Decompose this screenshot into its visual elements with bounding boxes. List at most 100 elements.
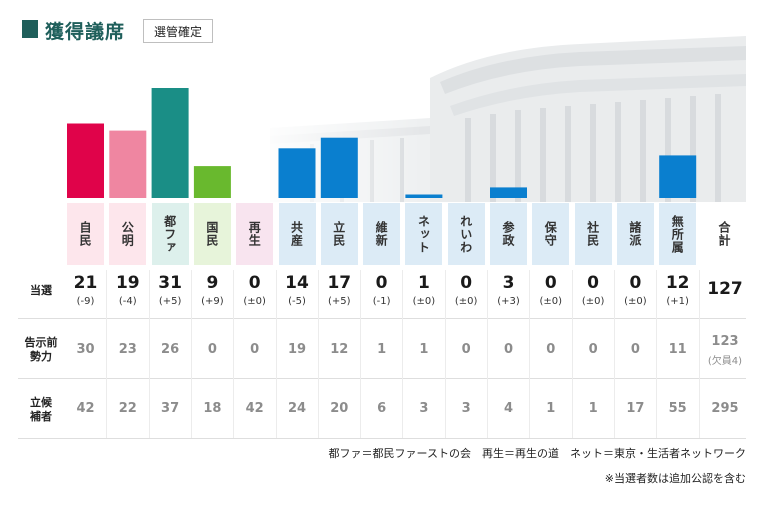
seat-count: 31 (158, 273, 182, 293)
seat-change: (±0) (454, 296, 478, 307)
status-badge: 選管確定 (143, 19, 213, 43)
total-header: 合計 (717, 221, 731, 247)
row-divider (18, 378, 746, 379)
seat-count: 3 (502, 273, 515, 293)
column-divider (233, 270, 235, 438)
seat-count: 0 (629, 273, 642, 293)
row-label-seats: 当選 (30, 284, 52, 297)
party-label: 維新 (363, 203, 401, 265)
bar-8 (405, 194, 443, 198)
previous-strength: 1 (377, 342, 387, 357)
bar-2 (151, 88, 189, 198)
previous-strength: 19 (287, 342, 307, 357)
candidate-count: 20 (330, 401, 349, 416)
page-title: 獲得議席 (45, 21, 126, 43)
candidate-count: 22 (118, 401, 137, 416)
bar-5 (278, 148, 316, 198)
column-divider (487, 270, 488, 438)
party-label: 参政 (490, 203, 527, 265)
candidate-count: 6 (377, 401, 387, 416)
total-previous: 123 (711, 334, 739, 349)
title-marker (22, 20, 38, 38)
column-divider (148, 270, 150, 438)
previous-strength: 0 (546, 342, 556, 357)
column-divider (529, 270, 531, 438)
total-previous-note: (欠員4) (707, 356, 743, 367)
candidate-count: 37 (161, 401, 180, 416)
previous-strength: 1 (419, 342, 429, 357)
seat-change: (+3) (497, 296, 520, 307)
seat-count: 17 (327, 273, 352, 293)
party-label: 無所属 (659, 203, 697, 265)
party-label: 共産 (278, 203, 316, 265)
column-divider (698, 270, 700, 438)
seat-change: (+5) (328, 296, 351, 307)
column-divider (571, 270, 573, 438)
bar-10 (490, 187, 527, 198)
previous-strength: 0 (588, 342, 598, 357)
party-label: 諸派 (616, 203, 654, 265)
row-divider (18, 318, 746, 319)
candidate-count: 42 (76, 401, 95, 416)
party-label: 立民 (320, 203, 358, 265)
column-divider (106, 270, 108, 438)
party-label: 公明 (109, 203, 147, 265)
candidate-count: 18 (203, 401, 222, 416)
column-divider (444, 270, 446, 438)
candidate-count: 55 (668, 401, 687, 416)
bar-1 (109, 130, 147, 198)
seat-change: (±0) (243, 296, 266, 307)
column-divider (656, 270, 658, 438)
previous-strength: 0 (503, 342, 514, 357)
seat-change: (-9) (76, 296, 95, 307)
previous-strength: 11 (668, 342, 687, 357)
seat-change: (±0) (581, 296, 605, 307)
seat-change: (±0) (412, 296, 436, 307)
seat-count: 21 (73, 273, 98, 293)
seat-count: 9 (206, 273, 219, 293)
column-divider (360, 270, 362, 438)
seat-count: 14 (285, 273, 309, 293)
party-label: 再生 (236, 203, 274, 265)
bar-14 (659, 155, 697, 198)
seat-change: (+5) (158, 296, 182, 307)
party-label: 国民 (193, 203, 231, 265)
seat-count: 0 (460, 273, 473, 293)
footnote-additional: ※当選者数は追加公認を含む (604, 472, 746, 485)
row-label-candidates: 立候 補者 (30, 396, 52, 423)
bar-0 (67, 123, 104, 198)
row-label-previous: 告示前 勢力 (24, 336, 58, 363)
total-seats: 127 (707, 279, 743, 299)
column-divider (190, 270, 192, 438)
party-label: 社民 (574, 203, 612, 265)
previous-strength: 23 (118, 342, 137, 357)
bar-3 (193, 166, 231, 198)
candidate-count: 42 (245, 401, 264, 416)
seat-change: (+9) (201, 296, 224, 307)
column-divider (402, 270, 404, 438)
previous-strength: 0 (461, 342, 471, 357)
previous-strength: 26 (161, 342, 180, 357)
seat-count: 0 (375, 273, 388, 293)
candidate-count: 1 (588, 401, 598, 416)
seat-count: 1 (417, 273, 430, 293)
party-label: 保守 (532, 203, 570, 265)
seat-change: (±0) (624, 296, 647, 307)
previous-strength: 0 (250, 342, 260, 357)
previous-strength: 0 (630, 342, 640, 357)
seat-change: (-5) (288, 296, 306, 307)
candidate-count: 4 (503, 401, 514, 416)
previous-strength: 30 (76, 342, 95, 357)
seat-count: 12 (665, 273, 690, 293)
bar-6 (320, 137, 358, 198)
party-label: ネット (405, 203, 443, 265)
row-divider (18, 438, 746, 439)
column-divider (275, 270, 277, 438)
seat-change: (±0) (539, 296, 563, 307)
seat-count: 0 (544, 273, 557, 293)
column-divider (613, 270, 615, 438)
candidate-count: 17 (626, 401, 645, 416)
candidate-count: 1 (546, 401, 556, 416)
column-divider (317, 270, 319, 438)
previous-strength: 0 (207, 342, 217, 357)
